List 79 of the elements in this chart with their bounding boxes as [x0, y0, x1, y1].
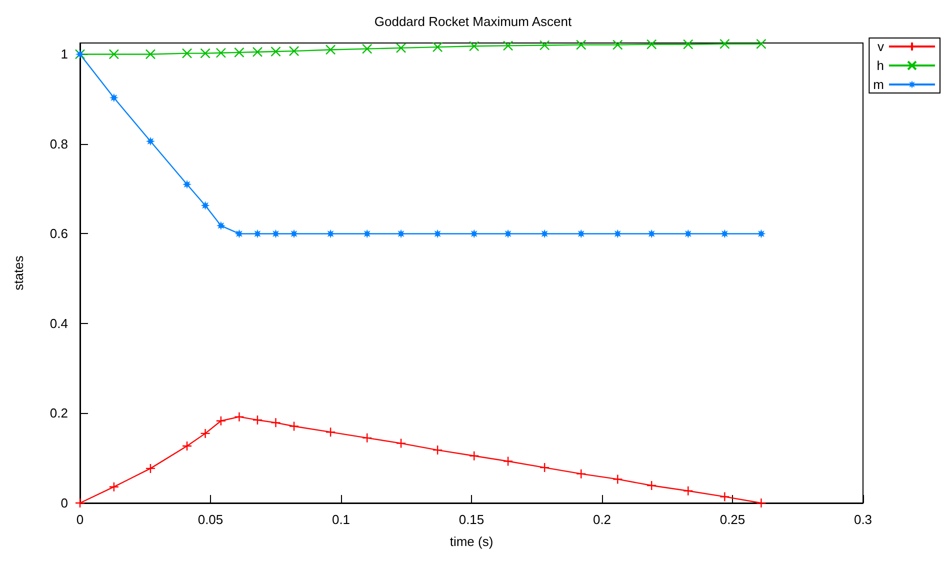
x-axis-title: time (s) [450, 534, 494, 549]
point [145, 49, 156, 60]
x-tick-label: 0 [76, 512, 84, 527]
point [200, 48, 210, 58]
point [270, 46, 281, 57]
point [270, 418, 281, 428]
point [720, 229, 730, 238]
point [74, 498, 86, 508]
point [288, 421, 300, 432]
point [234, 47, 244, 58]
point [470, 229, 479, 238]
x-tick-label: 0.15 [458, 512, 484, 527]
point [613, 229, 622, 238]
point [216, 48, 226, 58]
y-tick-label: 0.8 [50, 136, 68, 152]
x-tick-label: 0.25 [720, 512, 746, 527]
point [646, 39, 657, 50]
point [684, 229, 693, 238]
point [288, 46, 300, 56]
point [182, 440, 192, 452]
x-tick-label: 0.2 [592, 512, 612, 527]
x-tick-label: 0.1 [332, 512, 350, 527]
legend-label: v [878, 39, 884, 54]
point [145, 463, 156, 474]
point [362, 229, 372, 238]
point [216, 416, 226, 426]
point [502, 40, 514, 51]
point [200, 428, 210, 439]
y-tick-label: 0.6 [50, 226, 68, 242]
point [539, 462, 550, 473]
point [576, 468, 586, 479]
point [683, 486, 694, 496]
y-tick-label: 0 [60, 496, 68, 510]
point [216, 221, 226, 230]
y-tick-label: 0.4 [50, 316, 68, 331]
y-tick-label: 0.2 [50, 406, 68, 421]
point [647, 229, 656, 238]
point [362, 432, 372, 444]
point [396, 438, 406, 448]
point [720, 38, 730, 49]
x-tick-label: 0.3 [854, 512, 872, 527]
point [325, 426, 336, 438]
point [362, 44, 372, 54]
point [502, 456, 514, 466]
point [469, 41, 480, 52]
point [646, 480, 657, 491]
point [325, 44, 336, 55]
point [146, 136, 155, 146]
y-axis-title: states [11, 255, 26, 290]
point [252, 414, 263, 426]
point [234, 229, 244, 238]
x-tick-label: 0.05 [198, 512, 224, 527]
chart-title: Goddard Rocket Maximum Ascent [374, 14, 572, 29]
point [539, 40, 550, 50]
point [756, 498, 766, 508]
point [576, 40, 586, 50]
point [271, 229, 280, 238]
point [108, 482, 120, 492]
y-tick-label: 1 [60, 46, 68, 62]
legend-label: m [873, 77, 884, 92]
point [109, 93, 118, 102]
legend-label: h [876, 58, 884, 73]
point [252, 46, 263, 58]
point [612, 40, 623, 50]
point [683, 39, 694, 50]
point [396, 42, 406, 54]
point [612, 474, 623, 484]
point [756, 229, 766, 238]
point [756, 38, 766, 49]
point [182, 180, 192, 189]
point [432, 42, 443, 52]
point [182, 48, 192, 58]
point [720, 492, 730, 502]
point [234, 412, 244, 422]
point [576, 229, 586, 238]
point [108, 49, 120, 60]
point [432, 444, 443, 456]
point [469, 450, 480, 461]
point [200, 200, 210, 210]
